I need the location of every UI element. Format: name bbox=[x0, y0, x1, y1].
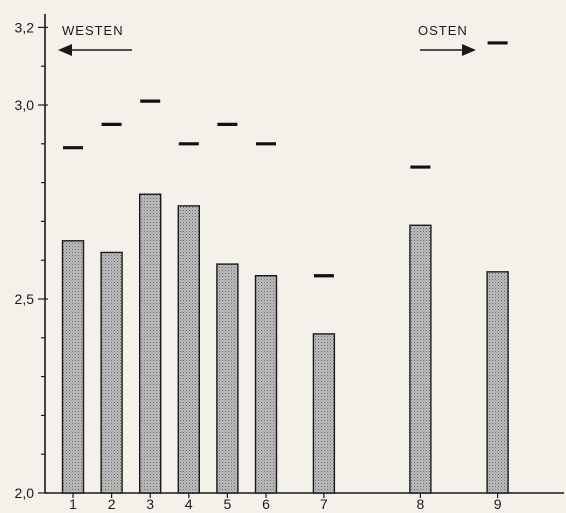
y-minor-ticks bbox=[41, 65, 45, 455]
y-tick-label: 2,0 bbox=[15, 485, 35, 501]
west-annotation: WESTEN bbox=[58, 23, 132, 56]
west-label: WESTEN bbox=[62, 23, 124, 38]
x-tick-label: 1 bbox=[69, 496, 77, 512]
bar bbox=[100, 251, 123, 494]
x-tick-label: 6 bbox=[262, 496, 270, 512]
markers bbox=[63, 41, 508, 278]
bar bbox=[61, 240, 85, 494]
bar bbox=[409, 224, 432, 494]
x-tick-label: 2 bbox=[108, 496, 116, 512]
y-tick-label: 3,0 bbox=[15, 97, 35, 113]
bar bbox=[254, 275, 278, 494]
x-tick-label: 4 bbox=[185, 496, 193, 512]
y-tick-label: 3,2 bbox=[15, 19, 35, 35]
y-ticks: 2,0 2,5 3,0 3,2 bbox=[15, 19, 48, 501]
x-tick-label: 3 bbox=[146, 496, 154, 512]
x-tick-label: 9 bbox=[494, 496, 502, 512]
west-arrowhead-icon bbox=[58, 44, 72, 56]
bar bbox=[486, 271, 509, 494]
bar bbox=[312, 333, 336, 494]
bars bbox=[61, 193, 509, 494]
bar bbox=[138, 193, 162, 494]
east-annotation: OSTEN bbox=[418, 23, 476, 56]
x-tick-label: 7 bbox=[320, 496, 328, 512]
x-tick-label: 8 bbox=[417, 496, 425, 512]
east-arrowhead-icon bbox=[462, 44, 476, 56]
bar bbox=[216, 263, 239, 494]
y-tick-label: 2,5 bbox=[15, 291, 35, 307]
x-tick-label: 5 bbox=[224, 496, 232, 512]
east-label: OSTEN bbox=[418, 23, 468, 38]
x-ticks: 1 2 3 4 5 6 7 8 9 bbox=[69, 493, 502, 512]
bar bbox=[177, 205, 201, 494]
